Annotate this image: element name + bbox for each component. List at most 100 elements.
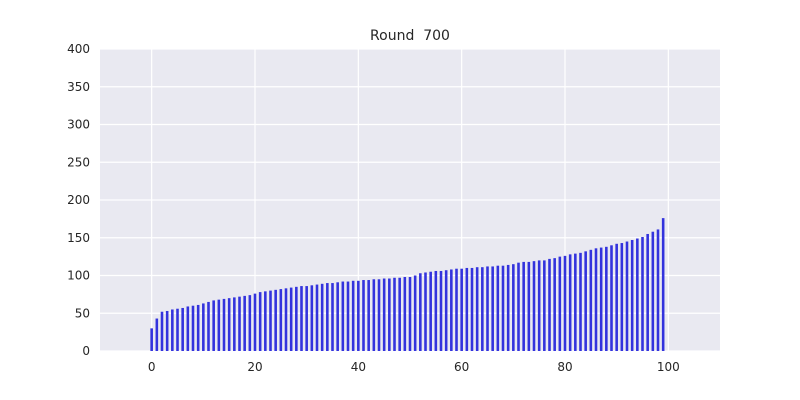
bar (150, 328, 153, 351)
bar (403, 277, 407, 351)
bar (512, 264, 515, 351)
y-tick-label: 350 (67, 80, 90, 94)
bar (424, 272, 427, 351)
bar (351, 280, 355, 351)
bar (238, 296, 241, 351)
bar (331, 283, 334, 351)
bar (300, 286, 303, 351)
bar (522, 261, 525, 351)
bar (579, 252, 582, 351)
bar (506, 264, 510, 351)
y-tick-label: 400 (67, 42, 90, 56)
x-axis-tick-labels: 0 20 40 60 80 100 (148, 360, 680, 374)
bar (537, 260, 541, 351)
bar (217, 299, 221, 351)
bar (496, 265, 500, 351)
bar (367, 280, 370, 351)
y-tick-label: 250 (67, 155, 90, 169)
x-tick-label: 80 (557, 360, 572, 374)
bar (377, 279, 381, 351)
bar (176, 308, 179, 351)
bar (269, 290, 272, 351)
bar (646, 233, 649, 351)
bar (460, 268, 463, 351)
bar (636, 238, 639, 351)
bar (429, 271, 432, 351)
bar (584, 251, 587, 351)
bar (408, 277, 412, 351)
bar (341, 281, 345, 351)
bar (196, 304, 200, 351)
x-tick-label: 20 (247, 360, 262, 374)
bar (202, 303, 205, 351)
bar (315, 284, 319, 351)
bar (558, 256, 562, 351)
bar (222, 298, 226, 351)
bar (212, 300, 215, 351)
bar (651, 231, 655, 351)
bar (191, 305, 195, 351)
bar (610, 245, 613, 351)
y-tick-label: 50 (75, 306, 90, 320)
bar (594, 248, 598, 351)
chart-title: Round 700 (370, 28, 450, 44)
bar (599, 247, 603, 351)
bar (357, 280, 360, 351)
bar (207, 301, 210, 351)
bar (227, 298, 231, 351)
bar (574, 253, 577, 351)
bar (284, 288, 288, 351)
gridlines (100, 48, 720, 352)
bar (248, 295, 252, 351)
bar (475, 267, 479, 351)
bar (605, 246, 608, 351)
bar (486, 266, 489, 351)
bar (589, 249, 593, 351)
bar (553, 258, 556, 351)
y-tick-label: 150 (67, 231, 90, 245)
bar (481, 267, 484, 351)
x-tick-label: 100 (657, 360, 680, 374)
bar (465, 267, 469, 351)
y-tick-label: 0 (82, 344, 90, 358)
bar (543, 260, 546, 351)
y-tick-label: 200 (67, 193, 90, 207)
bar (439, 270, 443, 351)
bar (264, 291, 267, 351)
bar (620, 243, 624, 351)
bars (150, 218, 665, 351)
bar (362, 280, 365, 351)
bar (326, 283, 329, 351)
bar (563, 255, 567, 351)
bar (517, 262, 520, 351)
bar (181, 307, 184, 351)
bar (444, 270, 448, 351)
bar (527, 261, 531, 351)
bar (413, 275, 417, 351)
bar (630, 240, 634, 351)
bar (470, 267, 474, 351)
bar (274, 289, 277, 351)
bar (289, 287, 293, 351)
bar (450, 269, 453, 351)
bar (656, 229, 660, 351)
bar (491, 266, 494, 351)
bar (253, 293, 257, 351)
bar (279, 289, 283, 351)
bar (310, 285, 314, 351)
bar (295, 286, 298, 351)
bar (455, 268, 458, 351)
bar (434, 270, 438, 351)
bar (372, 279, 376, 351)
bar (171, 309, 174, 351)
bar (382, 278, 386, 351)
bar (548, 258, 551, 351)
bar (320, 283, 324, 351)
bar (243, 295, 246, 351)
bar (160, 311, 164, 351)
bar (258, 292, 262, 351)
x-tick-label: 40 (351, 360, 366, 374)
bar (568, 254, 572, 351)
bar (501, 265, 505, 351)
